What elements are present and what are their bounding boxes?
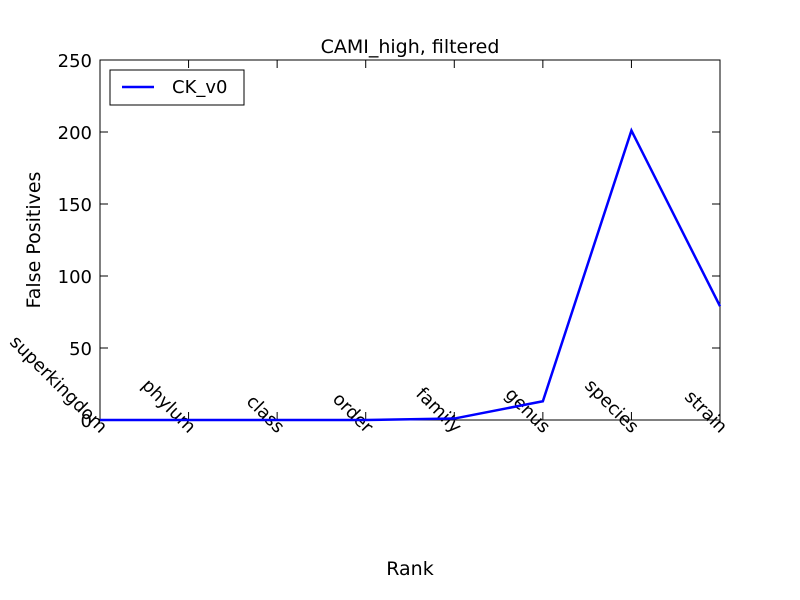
x-axis-label: Rank <box>386 558 433 580</box>
plot-area <box>99 59 721 421</box>
y-axis-ticks: 0 50 100 150 200 250 <box>58 51 720 432</box>
y-tick-label: 250 <box>58 51 92 72</box>
y-tick-label: 50 <box>69 339 92 360</box>
plot-frame <box>99 59 721 421</box>
legend-box <box>109 69 245 106</box>
y-tick-label: 0 <box>81 411 92 432</box>
series-line-ck-v0 <box>100 127 722 422</box>
x-tick-label: superkingdom <box>5 332 111 438</box>
series-layer <box>100 127 722 422</box>
y-tick-label: 100 <box>58 267 92 288</box>
chart-title: CAMI_high, filtered <box>321 36 500 58</box>
y-tick-label: 200 <box>58 123 92 144</box>
y-tick-label: 150 <box>58 195 92 216</box>
legend-label-ck-v0: CK_v0 <box>172 77 227 98</box>
legend: CK_v0 <box>109 69 245 106</box>
y-axis-label: False Positives <box>23 172 45 309</box>
